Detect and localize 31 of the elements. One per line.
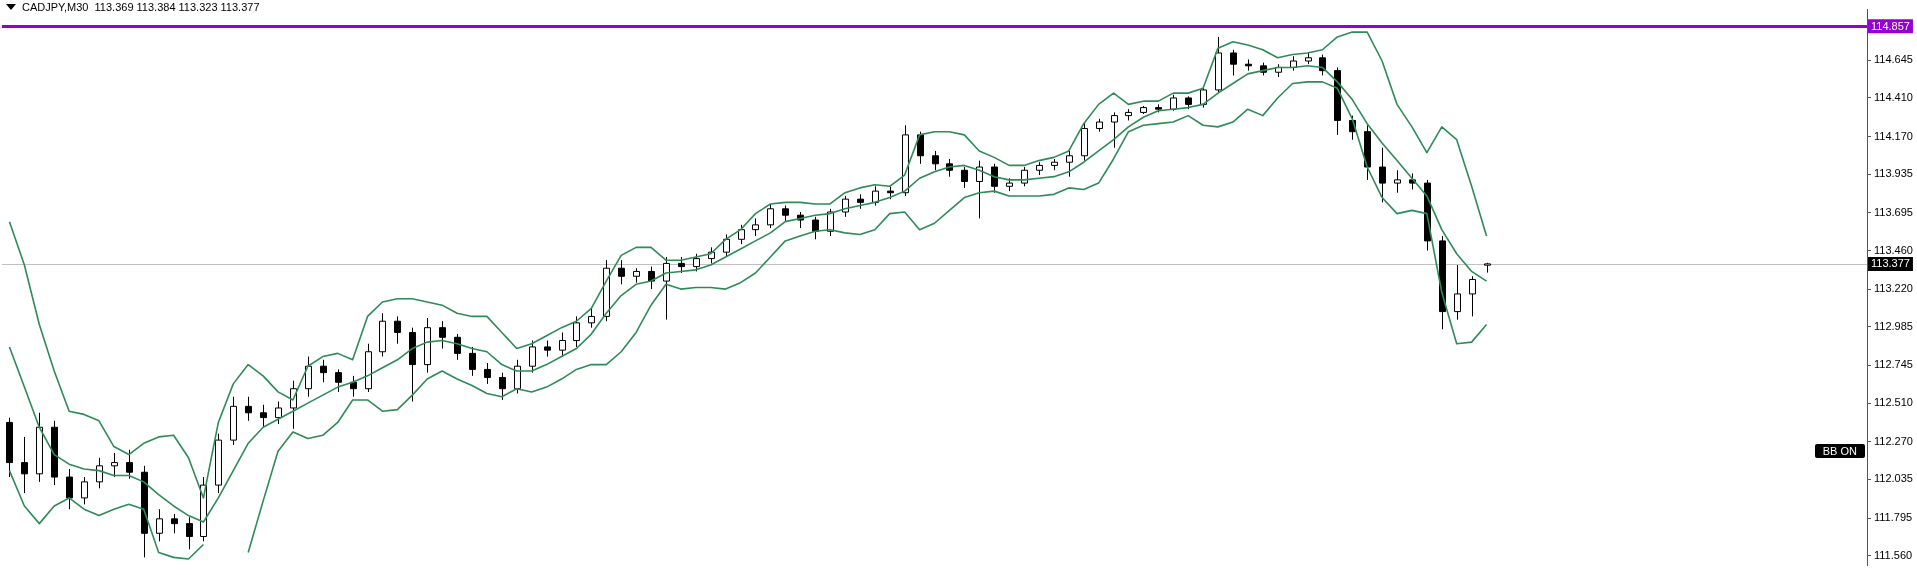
- candlestick: [738, 224, 745, 245]
- candlestick: [335, 368, 342, 393]
- candlestick: [439, 320, 446, 350]
- y-tick-label: 113.220: [1874, 282, 1913, 295]
- y-tick-label: 112.510: [1874, 396, 1913, 409]
- candlestick: [1111, 111, 1118, 149]
- y-tick-label: 112.745: [1874, 358, 1913, 371]
- candlestick: [186, 516, 193, 550]
- candlestick: [156, 508, 163, 542]
- candlestick: [559, 331, 566, 358]
- y-tick-label: 112.985: [1874, 319, 1913, 332]
- y-tick-label: 113.695: [1874, 205, 1913, 218]
- y-tick-label: 111.560: [1874, 548, 1913, 561]
- annotation: BB ON: [1814, 444, 1865, 458]
- candlestick: [126, 449, 133, 480]
- y-tick-label: 114.645: [1874, 53, 1913, 66]
- candlestick: [1394, 169, 1401, 194]
- y-tick-label: 112.270: [1874, 434, 1913, 447]
- candlestick: [529, 340, 536, 374]
- y-tick-label: 114.170: [1874, 129, 1913, 142]
- y-tick-label: 114.410: [1874, 90, 1913, 103]
- ref-line-label: 114.857: [1871, 19, 1910, 32]
- candlestick: [573, 315, 580, 348]
- y-tick-label: 113.460: [1874, 243, 1913, 256]
- y-tick-label: 112.035: [1874, 472, 1913, 485]
- chart-title: CADJPY,M30 113.369 113.384 113.323 113.377: [22, 1, 260, 13]
- candlestick: [1230, 49, 1237, 76]
- y-tick-label: 111.795: [1874, 511, 1913, 524]
- ref-line-label: 113.377: [1871, 257, 1910, 270]
- y-tick-label: 113.935: [1874, 167, 1913, 180]
- candlestick: [1066, 150, 1073, 178]
